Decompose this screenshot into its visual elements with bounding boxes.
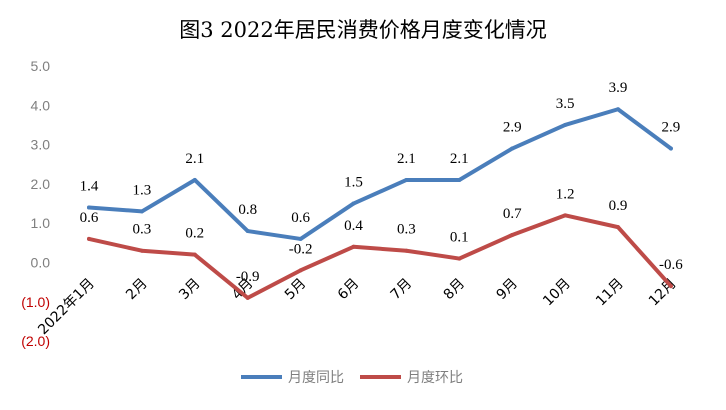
- y-tick-label: 2.0: [31, 176, 51, 192]
- data-labels: 1.4 1.3 2.1 0.8 0.6 1.5 2.1 2.1 2.9 3.5 3.9 2.9 0.6 0…: [80, 80, 684, 285]
- data-point: [616, 225, 620, 230]
- x-tick-label: 9月: [494, 276, 522, 304]
- data-label: 3.5: [556, 96, 575, 112]
- x-tick-label: 6月: [335, 276, 363, 304]
- x-tick-label: 11月: [593, 276, 627, 310]
- data-label: 0.4: [344, 218, 363, 234]
- data-point: [351, 244, 356, 249]
- series-line-mom: [87, 213, 673, 300]
- data-point: [87, 236, 91, 241]
- data-label: 0.3: [397, 222, 416, 238]
- legend: 月度同比 月度环比: [241, 370, 463, 386]
- data-point: [139, 248, 144, 253]
- data-point: [351, 201, 356, 206]
- x-axis-ticks: 2022年1月 2月 3月 4月 5月 6月 7月 8月 9月 10月 11月 12月: [35, 276, 680, 339]
- data-point: [616, 107, 620, 112]
- data-label: 0.9: [609, 198, 628, 214]
- legend-label: 月度环比: [407, 370, 463, 386]
- data-label: 0.2: [185, 226, 204, 242]
- data-point: [668, 284, 673, 289]
- x-tick-label: 7月: [388, 276, 416, 304]
- data-point: [668, 146, 673, 151]
- data-point: [87, 205, 91, 210]
- data-label: 1.3: [133, 182, 152, 198]
- x-tick-label: 12月: [646, 276, 680, 310]
- data-point: [404, 248, 409, 253]
- data-label: 0.8: [238, 202, 257, 218]
- series-line-yoy: [87, 107, 673, 241]
- legend-item: 月度环比: [360, 370, 463, 386]
- data-label: 2.9: [503, 120, 522, 136]
- x-tick-label: 8月: [441, 276, 469, 304]
- data-point: [563, 213, 568, 218]
- data-label: 1.2: [556, 186, 575, 202]
- data-label: 2.9: [662, 120, 681, 136]
- data-label: 0.3: [133, 222, 152, 238]
- y-tick-label: (2.0): [21, 333, 50, 349]
- data-point: [245, 295, 250, 300]
- data-point: [245, 229, 250, 234]
- data-label: -0.9: [236, 269, 260, 285]
- y-tick-label: 4.0: [31, 97, 51, 113]
- chart-title: 图3 2022年居民消费价格月度变化情况: [179, 18, 546, 42]
- data-label: 1.5: [344, 175, 363, 191]
- data-point: [563, 122, 568, 127]
- data-label: 2.1: [185, 151, 204, 167]
- data-point: [510, 146, 515, 151]
- data-label: 0.6: [291, 210, 310, 226]
- data-point: [404, 177, 409, 182]
- data-point: [510, 232, 515, 237]
- series-lines: [87, 107, 673, 300]
- data-point: [457, 256, 462, 261]
- y-tick-label: 5.0: [31, 58, 51, 74]
- data-point: [298, 236, 303, 241]
- x-tick-label: 2月: [123, 276, 151, 304]
- data-point: [139, 209, 144, 214]
- y-tick-label: 3.0: [31, 137, 51, 153]
- y-tick-label: (1.0): [21, 294, 50, 310]
- x-tick-label: 10月: [540, 276, 574, 310]
- data-label: 2.1: [397, 151, 416, 167]
- y-axis-ticks: 5.0 4.0 3.0 2.0 1.0 0.0 (1.0) (2.0): [21, 58, 50, 349]
- data-label: 3.9: [609, 80, 628, 96]
- data-point: [298, 268, 303, 273]
- data-label: -0.2: [289, 241, 313, 257]
- data-label: 1.4: [80, 178, 99, 194]
- legend-item: 月度同比: [241, 370, 344, 386]
- data-label: 0.6: [80, 210, 99, 226]
- data-label: -0.6: [659, 257, 683, 273]
- data-label: 0.7: [503, 206, 522, 222]
- data-point: [457, 177, 462, 182]
- legend-label: 月度同比: [288, 370, 344, 386]
- data-point: [192, 252, 197, 257]
- y-tick-label: 1.0: [31, 215, 51, 231]
- x-tick-label: 3月: [176, 276, 204, 304]
- data-point: [192, 177, 197, 182]
- data-label: 0.1: [450, 230, 469, 246]
- data-label: 2.1: [450, 151, 469, 167]
- y-tick-label: 0.0: [31, 255, 51, 271]
